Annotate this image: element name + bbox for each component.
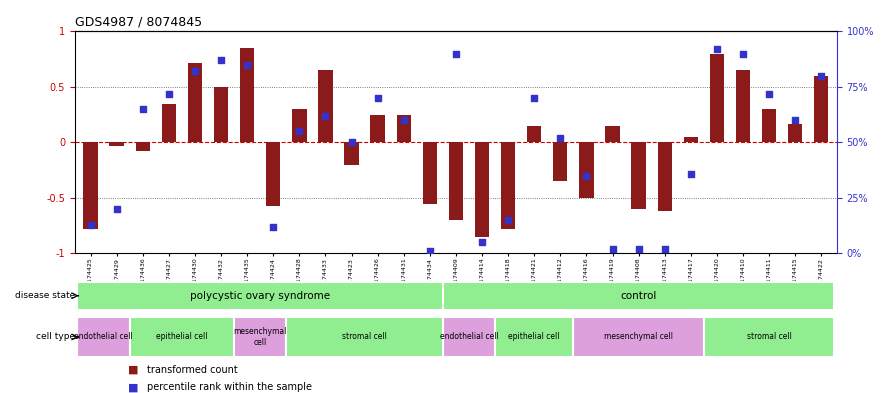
Point bbox=[814, 73, 828, 79]
Point bbox=[266, 224, 280, 230]
Bar bbox=[161, 104, 176, 143]
Bar bbox=[109, 143, 124, 146]
Bar bbox=[78, 282, 443, 310]
Bar bbox=[710, 54, 724, 143]
Bar bbox=[136, 143, 150, 151]
Point bbox=[448, 51, 463, 57]
Point bbox=[396, 117, 411, 123]
Text: polycystic ovary syndrome: polycystic ovary syndrome bbox=[190, 291, 330, 301]
Point bbox=[241, 62, 255, 68]
Text: control: control bbox=[620, 291, 657, 301]
Bar bbox=[318, 70, 333, 143]
Bar bbox=[214, 87, 228, 143]
Point bbox=[292, 128, 307, 134]
Bar bbox=[762, 109, 776, 143]
Point bbox=[553, 135, 567, 141]
Bar bbox=[188, 62, 202, 143]
Text: stromal cell: stromal cell bbox=[747, 332, 791, 342]
Bar bbox=[130, 317, 234, 357]
Point bbox=[657, 246, 671, 252]
Text: mesenchymal cell: mesenchymal cell bbox=[604, 332, 673, 342]
Point bbox=[762, 90, 776, 97]
Point bbox=[84, 222, 98, 228]
Bar bbox=[266, 143, 280, 206]
Bar bbox=[370, 115, 385, 143]
Text: mesenchymal
cell: mesenchymal cell bbox=[233, 327, 287, 347]
Point bbox=[605, 246, 619, 252]
Text: cell type: cell type bbox=[36, 332, 76, 342]
Text: ■: ■ bbox=[129, 365, 138, 375]
Bar bbox=[443, 317, 495, 357]
Bar bbox=[495, 317, 574, 357]
Text: percentile rank within the sample: percentile rank within the sample bbox=[147, 382, 312, 392]
Bar bbox=[234, 317, 286, 357]
Point bbox=[580, 173, 594, 179]
Point bbox=[710, 46, 724, 52]
Text: GDS4987 / 8074845: GDS4987 / 8074845 bbox=[75, 16, 202, 29]
Text: disease state: disease state bbox=[15, 291, 76, 300]
Bar bbox=[553, 143, 567, 181]
Bar bbox=[475, 143, 489, 237]
Bar bbox=[704, 317, 834, 357]
Bar bbox=[286, 317, 443, 357]
Bar bbox=[423, 143, 437, 204]
Bar bbox=[344, 143, 359, 165]
Bar bbox=[684, 137, 698, 143]
Bar bbox=[574, 317, 704, 357]
Bar bbox=[84, 143, 98, 229]
Point bbox=[684, 171, 698, 177]
Bar bbox=[292, 109, 307, 143]
Text: transformed count: transformed count bbox=[147, 365, 238, 375]
Text: endothelial cell: endothelial cell bbox=[440, 332, 499, 342]
Point bbox=[736, 51, 750, 57]
Point bbox=[475, 239, 489, 246]
Text: ■: ■ bbox=[129, 382, 138, 392]
Bar bbox=[240, 48, 255, 143]
Text: epithelial cell: epithelial cell bbox=[508, 332, 560, 342]
Point bbox=[318, 113, 332, 119]
Bar bbox=[527, 126, 542, 143]
Point bbox=[527, 95, 541, 101]
Text: epithelial cell: epithelial cell bbox=[156, 332, 208, 342]
Point bbox=[136, 106, 150, 112]
Bar bbox=[632, 143, 646, 209]
Bar bbox=[605, 126, 619, 143]
Point bbox=[344, 140, 359, 146]
Bar bbox=[501, 143, 515, 229]
Point bbox=[788, 117, 803, 123]
Point bbox=[632, 246, 646, 252]
Point bbox=[109, 206, 123, 212]
Point bbox=[501, 217, 515, 223]
Point bbox=[423, 248, 437, 254]
Bar bbox=[788, 123, 803, 143]
Bar bbox=[443, 282, 834, 310]
Bar bbox=[78, 317, 130, 357]
Point bbox=[188, 68, 202, 75]
Point bbox=[371, 95, 385, 101]
Text: stromal cell: stromal cell bbox=[342, 332, 387, 342]
Bar bbox=[579, 143, 594, 198]
Point bbox=[162, 90, 176, 97]
Text: endothelial cell: endothelial cell bbox=[74, 332, 133, 342]
Bar bbox=[657, 143, 672, 211]
Bar bbox=[736, 70, 751, 143]
Bar bbox=[396, 115, 411, 143]
Bar bbox=[448, 143, 463, 220]
Point bbox=[214, 57, 228, 63]
Bar bbox=[814, 76, 828, 143]
